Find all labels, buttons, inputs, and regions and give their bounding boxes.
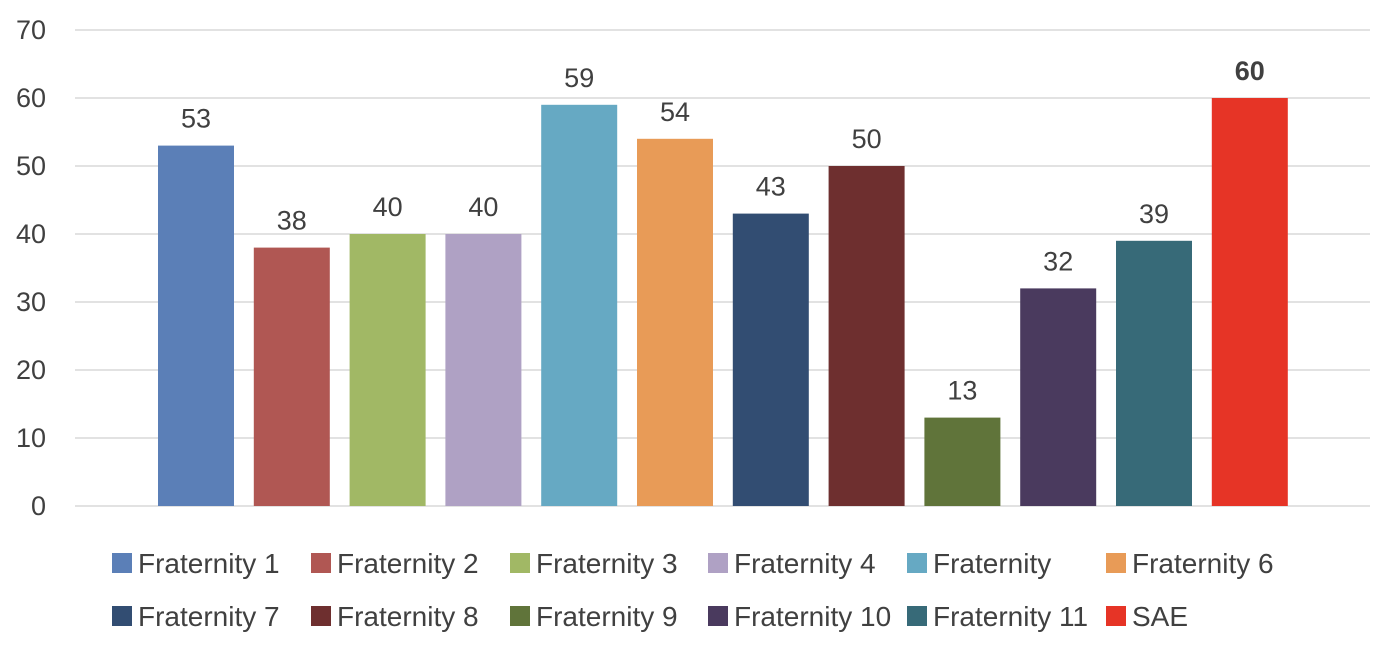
y-tick-label: 0 — [31, 491, 46, 521]
legend-label: Fraternity 4 — [734, 548, 876, 579]
data-label-4: 40 — [468, 192, 498, 222]
legend-swatch — [311, 606, 331, 626]
legend-item-7: Fraternity 7 — [112, 601, 280, 632]
bar-2 — [253, 247, 330, 506]
legend-label: Fraternity 8 — [337, 601, 479, 632]
legend-swatch — [907, 553, 927, 573]
bar-5 — [541, 104, 618, 507]
legend-swatch — [708, 553, 728, 573]
data-label-1: 53 — [181, 104, 211, 134]
legend-label: Fraternity — [933, 548, 1051, 579]
data-label-6: 54 — [660, 97, 690, 127]
bar-8 — [828, 166, 905, 506]
y-tick-label: 20 — [16, 355, 46, 385]
legend-swatch — [311, 553, 331, 573]
bar-11 — [1116, 240, 1192, 507]
legend-swatch — [510, 606, 530, 626]
legend-label: Fraternity 10 — [734, 601, 891, 632]
legend-item-4: Fraternity 4 — [708, 548, 876, 579]
legend-label: Fraternity 1 — [138, 548, 280, 579]
bar-12 — [1211, 98, 1288, 506]
y-tick-label: 10 — [16, 423, 46, 453]
y-tick-label: 70 — [16, 15, 46, 45]
legend-swatch — [112, 606, 132, 626]
legend-label: Fraternity 9 — [536, 601, 678, 632]
data-labels: 53 38 40 40 59 54 43 50 13 32 39 60 — [181, 56, 1265, 406]
y-axis-tick-labels: 0 10 20 30 40 50 60 70 — [16, 15, 46, 521]
legend-item-3: Fraternity 3 — [510, 548, 678, 579]
legend-label: SAE — [1132, 601, 1188, 632]
legend-item-2: Fraternity 2 — [311, 548, 479, 579]
data-label-10: 32 — [1043, 246, 1073, 276]
legend-item-12: SAE — [1106, 601, 1188, 632]
legend-label: Fraternity 2 — [337, 548, 479, 579]
data-label-9: 13 — [947, 376, 977, 406]
legend: Fraternity 1 Fraternity 2 Fraternity 3 Frat… — [112, 548, 1274, 632]
legend-swatch — [708, 606, 728, 626]
data-label-12: 60 — [1235, 56, 1265, 86]
legend-item-8: Fraternity 8 — [311, 601, 479, 632]
legend-label: Fraternity 6 — [1132, 548, 1274, 579]
data-label-5: 59 — [564, 63, 594, 93]
bar-7 — [732, 213, 809, 506]
legend-swatch — [510, 553, 530, 573]
bar-4 — [445, 234, 522, 506]
data-label-3: 40 — [373, 192, 403, 222]
bars — [158, 98, 1288, 507]
y-tick-label: 40 — [16, 219, 46, 249]
data-label-11: 39 — [1139, 199, 1169, 229]
data-label-7: 43 — [756, 172, 786, 202]
legend-item-5: Fraternity — [907, 548, 1051, 579]
y-tick-label: 60 — [16, 83, 46, 113]
legend-swatch — [1106, 606, 1126, 626]
legend-label: Fraternity 11 — [933, 601, 1088, 632]
legend-item-9: Fraternity 9 — [510, 601, 678, 632]
y-tick-label: 50 — [16, 151, 46, 181]
bar-6 — [637, 138, 713, 507]
legend-item-11: Fraternity 11 — [907, 601, 1088, 632]
legend-swatch — [1106, 553, 1126, 573]
legend-label: Fraternity 3 — [536, 548, 678, 579]
legend-label: Fraternity 7 — [138, 601, 280, 632]
legend-swatch — [907, 606, 927, 626]
legend-item-1: Fraternity 1 — [112, 548, 280, 579]
data-label-2: 38 — [277, 206, 307, 236]
bar-3 — [349, 234, 426, 506]
legend-swatch — [112, 553, 132, 573]
legend-item-10: Fraternity 10 — [708, 601, 891, 632]
bar-9 — [924, 417, 1001, 506]
bar-10 — [1020, 288, 1097, 506]
bar-1 — [158, 145, 234, 506]
data-label-8: 50 — [852, 124, 882, 154]
y-tick-label: 30 — [16, 287, 46, 317]
legend-item-6: Fraternity 6 — [1106, 548, 1274, 579]
